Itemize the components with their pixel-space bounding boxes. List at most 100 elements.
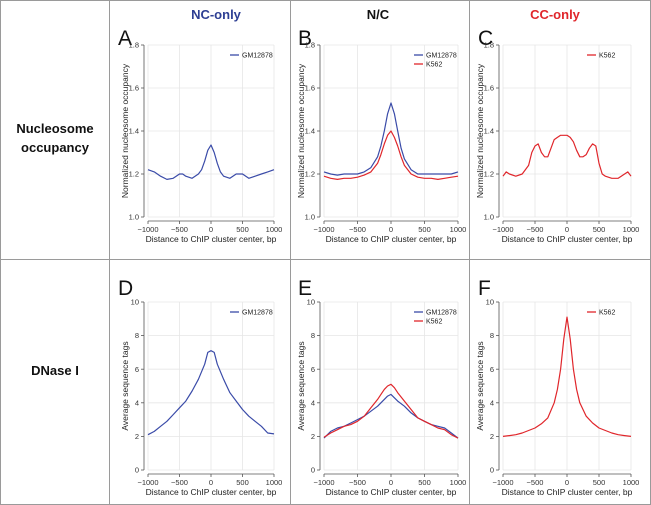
x-tick-label-d-2: 0	[209, 478, 213, 487]
x-axis-title-a: Distance to ChIP cluster center, bp	[146, 234, 277, 244]
x-tick-label-f-1: −500	[527, 478, 544, 487]
panel-letter-a: A	[118, 27, 132, 50]
y-tick-label-c-1: 1.2	[484, 170, 494, 179]
panel-e: E −1000 −500 0 500 1000 0 2 4 6 8 10 Distance to ChI…	[296, 277, 466, 497]
y-axis-title-c: Normalized nucleosome occupancy	[475, 63, 485, 198]
legend-label-d-gm12878: GM12878	[242, 310, 273, 317]
y-axis-title-a: Normalized nucleosome occupancy	[120, 63, 130, 198]
y-tick-label-c-2: 1.4	[484, 127, 494, 136]
y-tick-label-b-3: 1.6	[305, 84, 315, 93]
y-tick-label-a-2: 1.4	[129, 127, 139, 136]
y-tick-label-b-4: 1.8	[305, 41, 315, 50]
y-tick-label-f-2: 4	[490, 398, 494, 407]
y-tick-label-d-4: 8	[135, 331, 139, 340]
y-tick-label-e-5: 10	[307, 298, 315, 307]
x-tick-label-f-2: 0	[565, 478, 569, 487]
x-tick-label-b-1: −500	[349, 225, 366, 234]
panel-b: B −1000 −500 0 500 1000 1.0 1.2 1.4 1.6 1.8 Distanc…	[296, 27, 466, 244]
y-tick-label-e-0: 0	[311, 466, 315, 475]
y-tick-label-a-1: 1.2	[129, 170, 139, 179]
series-line-c-k562	[502, 134, 632, 179]
x-tick-label-e-4: 1000	[450, 478, 467, 487]
x-tick-label-d-3: 500	[236, 478, 249, 487]
y-tick-label-d-3: 6	[135, 365, 139, 374]
legend-label-a-gm12878: GM12878	[242, 53, 273, 60]
y-tick-label-e-1: 2	[311, 432, 315, 441]
series-line-b-gm12878	[323, 102, 459, 176]
x-axis-title-d: Distance to ChIP cluster center, bp	[146, 487, 277, 497]
x-tick-label-b-2: 0	[389, 225, 393, 234]
panel-letter-c: C	[478, 27, 493, 50]
series-line-b-k562	[323, 130, 459, 180]
y-tick-label-b-1: 1.2	[305, 170, 315, 179]
x-tick-label-e-0: −1000	[313, 478, 334, 487]
legend-label-c-k562: K562	[599, 53, 615, 60]
y-tick-label-f-1: 2	[490, 432, 494, 441]
y-tick-label-c-0: 1.0	[484, 213, 494, 222]
y-tick-label-a-0: 1.0	[129, 213, 139, 222]
y-tick-label-f-4: 8	[490, 331, 494, 340]
series-line-d-gm12878	[147, 350, 275, 436]
y-tick-label-d-1: 2	[135, 432, 139, 441]
bottom-row-border	[0, 259, 651, 505]
y-tick-label-c-3: 1.6	[484, 84, 494, 93]
legend-label-e-k562: K562	[426, 319, 442, 326]
x-tick-label-e-2: 0	[389, 478, 393, 487]
legend-label-b-gm12878: GM12878	[426, 53, 457, 60]
y-tick-label-c-4: 1.8	[484, 41, 494, 50]
x-tick-label-a-4: 1000	[266, 225, 283, 234]
y-tick-label-d-5: 10	[131, 298, 139, 307]
x-axis-title-c: Distance to ChIP cluster center, bp	[502, 234, 633, 244]
panel-f: F −1000 −500 0 500 1000 0 2 4 6 8 10 Distance to ChI…	[475, 277, 639, 497]
x-tick-label-d-1: −500	[171, 478, 188, 487]
x-tick-label-e-3: 500	[418, 478, 431, 487]
x-tick-label-a-2: 0	[209, 225, 213, 234]
panel-letter-e: E	[298, 277, 312, 300]
panel-c: C −1000 −500 0 500 1000 1.0 1.2 1.4 1.6 1.8 Distanc…	[475, 27, 639, 244]
y-tick-label-b-2: 1.4	[305, 127, 315, 136]
x-tick-label-f-4: 1000	[623, 478, 640, 487]
column-header-nc-only: NC-only	[191, 7, 242, 22]
y-tick-label-e-4: 8	[311, 331, 315, 340]
x-tick-label-c-2: 0	[565, 225, 569, 234]
y-tick-label-a-4: 1.8	[129, 41, 139, 50]
x-tick-label-b-0: −1000	[313, 225, 334, 234]
y-tick-label-f-5: 10	[486, 298, 494, 307]
x-tick-label-a-0: −1000	[137, 225, 158, 234]
y-tick-label-e-3: 6	[311, 365, 315, 374]
panel-letter-b: B	[298, 27, 312, 50]
panel-letter-d: D	[118, 277, 133, 300]
x-tick-label-c-4: 1000	[623, 225, 640, 234]
x-tick-label-e-1: −500	[349, 478, 366, 487]
x-tick-label-c-3: 500	[593, 225, 606, 234]
column-header-cc-only: CC-only	[530, 7, 581, 22]
y-tick-label-f-0: 0	[490, 466, 494, 475]
x-axis-title-f: Distance to ChIP cluster center, bp	[502, 487, 633, 497]
x-tick-label-a-3: 500	[236, 225, 249, 234]
legend-label-f-k562: K562	[599, 310, 615, 317]
series-line-f-k562	[502, 316, 632, 437]
row-label-occupancy: occupancy	[21, 140, 90, 155]
panel-a: A −1000 −500 0 500 1000 1.0 1.2 1.4 1.6 1.8 Distanc…	[118, 27, 282, 244]
legend-label-e-gm12878: GM12878	[426, 310, 457, 317]
y-axis-title-d: Average sequence tags	[120, 341, 130, 430]
chart-panels: A−1000 −500 0 500 10001.01.21.41.61.8Distanc…	[118, 27, 639, 497]
legend-label-b-k562: K562	[426, 62, 442, 69]
y-tick-label-f-3: 6	[490, 365, 494, 374]
x-tick-label-b-3: 500	[418, 225, 431, 234]
row-label-nucleosome: Nucleosome	[16, 121, 93, 136]
y-tick-label-a-3: 1.6	[129, 84, 139, 93]
x-axis-title-e: Distance to ChIP cluster center, bp	[326, 487, 457, 497]
y-tick-label-b-0: 1.0	[305, 213, 315, 222]
y-axis-title-b: Normalized nucleosome occupancy	[296, 63, 306, 198]
x-axis-title-b: Distance to ChIP cluster center, bp	[326, 234, 457, 244]
x-tick-label-d-4: 1000	[266, 478, 283, 487]
y-tick-label-d-2: 4	[135, 398, 139, 407]
x-tick-label-f-0: −1000	[492, 478, 513, 487]
x-tick-label-a-1: −500	[171, 225, 188, 234]
x-tick-label-c-0: −1000	[492, 225, 513, 234]
x-tick-label-c-1: −500	[527, 225, 544, 234]
panel-d: D −1000 −500 0 500 1000 0 2 4 6 8 10 Distance to ChI…	[118, 277, 282, 497]
